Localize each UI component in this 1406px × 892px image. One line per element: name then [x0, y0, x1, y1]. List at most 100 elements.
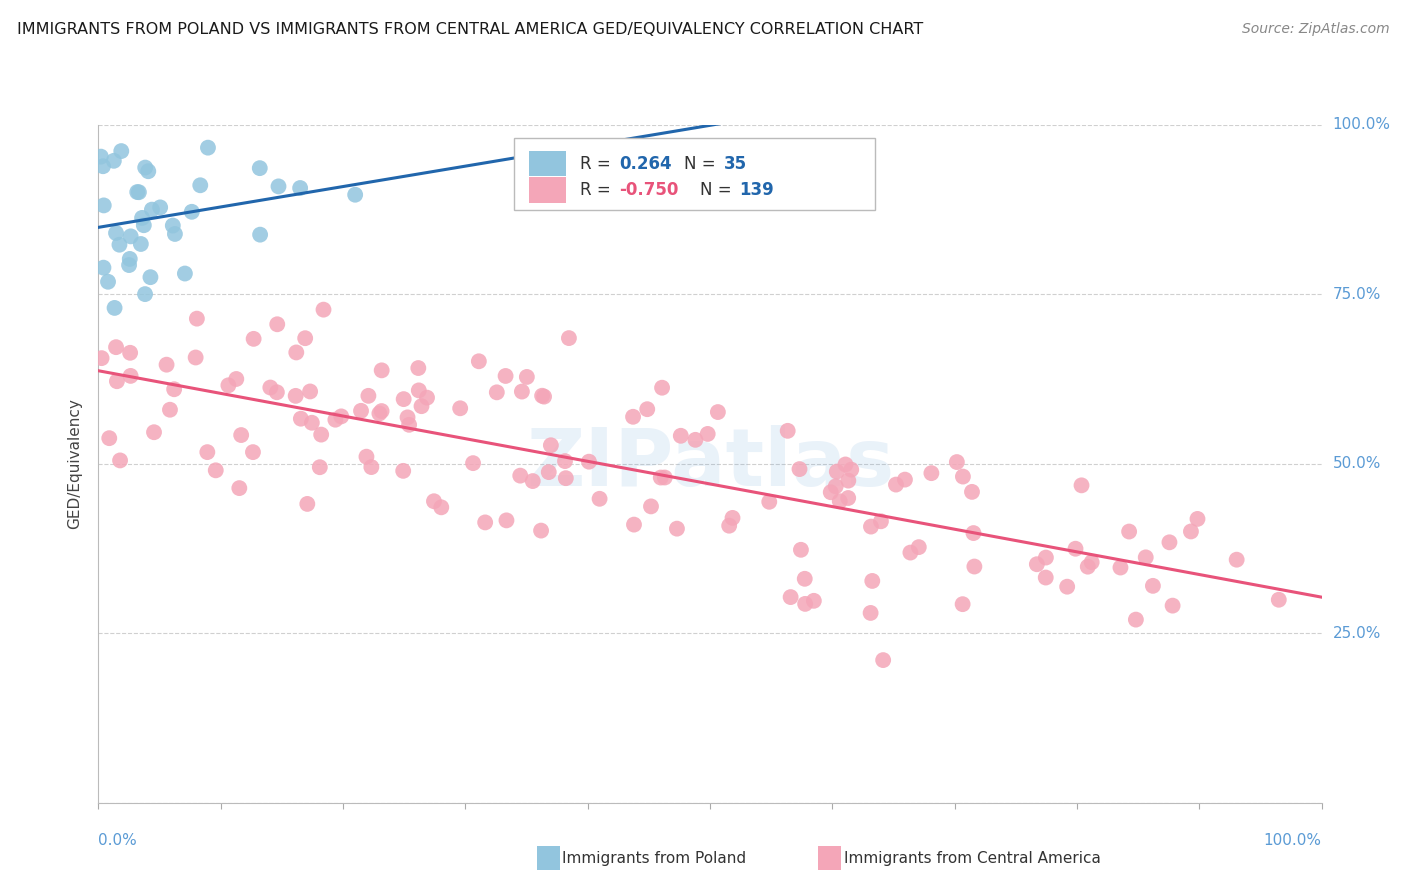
Point	[93, 198, 115, 212]
Point	[398, 417, 420, 432]
Point	[839, 462, 862, 476]
Point	[356, 450, 378, 464]
Point	[509, 468, 531, 483]
Point	[225, 372, 247, 386]
Point	[108, 453, 131, 467]
Point	[1077, 559, 1099, 574]
Point	[960, 484, 983, 499]
Point	[636, 402, 658, 417]
Point	[180, 204, 202, 219]
Point	[1161, 599, 1184, 613]
Point	[350, 404, 373, 418]
Point	[141, 202, 163, 217]
Point	[837, 491, 859, 505]
Point	[127, 185, 149, 199]
Point	[522, 474, 544, 488]
Point	[134, 287, 156, 301]
Point	[103, 301, 125, 315]
Point	[242, 332, 264, 346]
Point	[131, 211, 153, 225]
Point	[105, 226, 128, 240]
Point	[284, 389, 307, 403]
Point	[825, 465, 848, 479]
Point	[134, 161, 156, 175]
Point	[416, 391, 439, 405]
Point	[696, 426, 718, 441]
Point	[495, 368, 517, 383]
Point	[110, 144, 132, 158]
Text: 0.0%: 0.0%	[98, 833, 138, 848]
Point	[128, 185, 150, 199]
Point	[430, 500, 453, 515]
Point	[249, 227, 271, 242]
Point	[423, 494, 446, 508]
Point	[312, 302, 335, 317]
Point	[408, 384, 430, 398]
Point	[1080, 555, 1102, 569]
Point	[325, 413, 347, 427]
Point	[1118, 524, 1140, 539]
Point	[485, 385, 508, 400]
Text: R =: R =	[581, 154, 616, 172]
Point	[98, 431, 121, 445]
Point	[789, 462, 811, 476]
Point	[163, 227, 186, 241]
Text: 100.0%: 100.0%	[1264, 833, 1322, 848]
Point	[267, 179, 290, 194]
Point	[1268, 592, 1291, 607]
Point	[707, 405, 730, 419]
Point	[93, 260, 115, 275]
Point	[285, 345, 308, 359]
Point	[1070, 478, 1092, 492]
Point	[665, 522, 688, 536]
Point	[288, 181, 311, 195]
Point	[174, 267, 197, 281]
Point	[90, 150, 112, 164]
Point	[794, 597, 817, 611]
Point	[1035, 550, 1057, 565]
Point	[392, 464, 415, 478]
Point	[651, 381, 673, 395]
Point	[531, 389, 554, 403]
Point	[132, 219, 155, 233]
Point	[828, 494, 851, 508]
Point	[516, 370, 538, 384]
Point	[188, 178, 211, 193]
Point	[344, 187, 367, 202]
Point	[900, 545, 922, 559]
Point	[1035, 570, 1057, 584]
Point	[120, 229, 142, 244]
Point	[129, 237, 152, 252]
Point	[588, 491, 610, 506]
Point	[654, 470, 676, 484]
Point	[468, 354, 491, 368]
Point	[228, 481, 250, 495]
Bar	[529, 151, 565, 177]
Point	[963, 559, 986, 574]
Point	[837, 474, 859, 488]
Point	[461, 456, 484, 470]
Point	[1159, 535, 1181, 549]
Point	[621, 409, 644, 424]
Point	[266, 385, 288, 400]
Point	[105, 340, 128, 354]
Point	[952, 469, 974, 483]
Point	[139, 270, 162, 285]
Point	[308, 460, 330, 475]
Point	[920, 466, 942, 480]
Text: 35: 35	[724, 154, 747, 172]
Point	[776, 424, 799, 438]
Point	[1025, 558, 1047, 572]
Point	[217, 378, 239, 392]
Point	[1226, 552, 1249, 566]
Point	[721, 511, 744, 525]
Text: R =: R =	[581, 181, 616, 199]
Point	[368, 407, 391, 421]
Point	[669, 429, 692, 443]
Point	[495, 513, 517, 527]
Text: 25.0%: 25.0%	[1333, 626, 1381, 640]
Point	[1125, 613, 1147, 627]
Text: Source: ZipAtlas.com: Source: ZipAtlas.com	[1241, 22, 1389, 37]
Point	[143, 425, 166, 440]
Point	[297, 497, 319, 511]
